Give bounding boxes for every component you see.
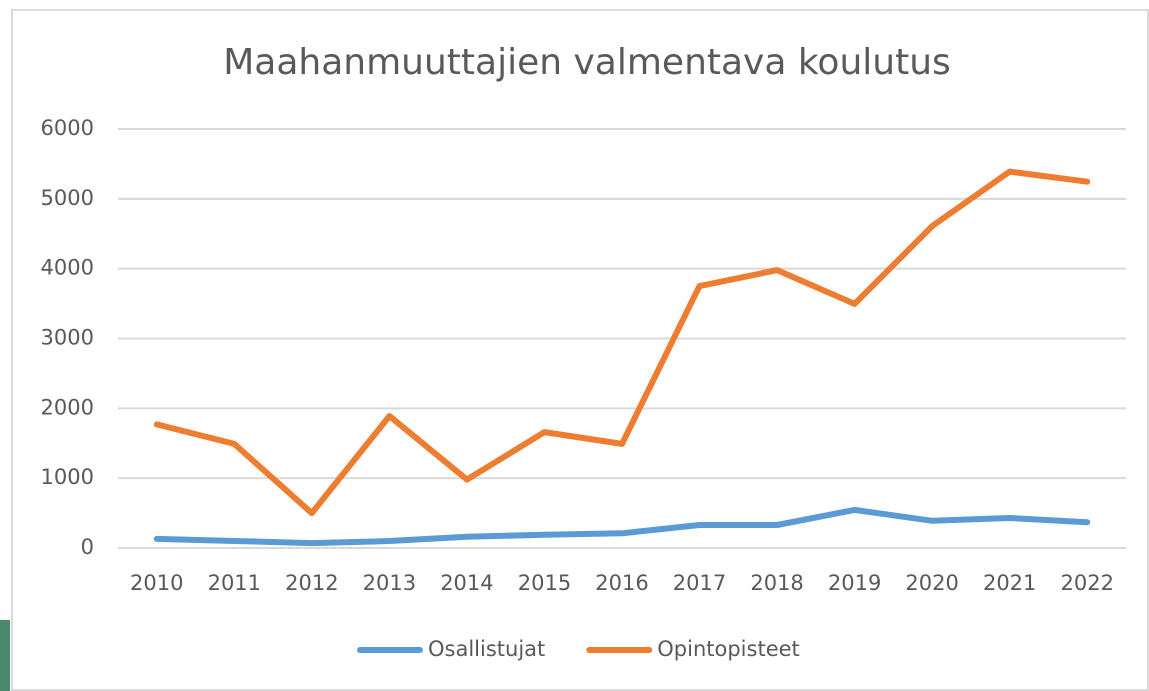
y-tick-label: 1000 (41, 465, 94, 489)
x-tick-label: 2016 (595, 571, 648, 595)
x-tick-label: 2012 (285, 571, 338, 595)
y-tick-label: 3000 (41, 326, 94, 350)
y-tick-label: 5000 (41, 186, 94, 210)
x-tick-label: 2020 (905, 571, 958, 595)
x-tick-label: 2022 (1061, 571, 1114, 595)
x-tick-label: 2021 (983, 571, 1036, 595)
x-tick-label: 2019 (828, 571, 881, 595)
x-tick-label: 2013 (363, 571, 416, 595)
y-tick-label: 0 (81, 535, 94, 559)
line-series (153, 506, 1091, 547)
y-tick-label: 4000 (41, 256, 94, 280)
chart-title: Maahanmuuttajien valmentava koulutus (223, 42, 951, 83)
chart-frame (11, 9, 1149, 691)
y-tick-label: 2000 (41, 395, 94, 419)
x-tick-label: 2014 (440, 571, 493, 595)
x-tick-label: 2018 (750, 571, 803, 595)
x-tick-label: 2010 (130, 571, 183, 595)
x-tick-label: 2011 (208, 571, 261, 595)
background-edge (0, 620, 10, 691)
legend-label: Opintopisteet (657, 637, 800, 661)
x-tick-label: 2015 (518, 571, 571, 595)
line-series (153, 168, 1091, 517)
legend-label: Osallistujat (428, 637, 545, 661)
y-tick-label: 6000 (41, 116, 94, 140)
x-tick-label: 2017 (673, 571, 726, 595)
